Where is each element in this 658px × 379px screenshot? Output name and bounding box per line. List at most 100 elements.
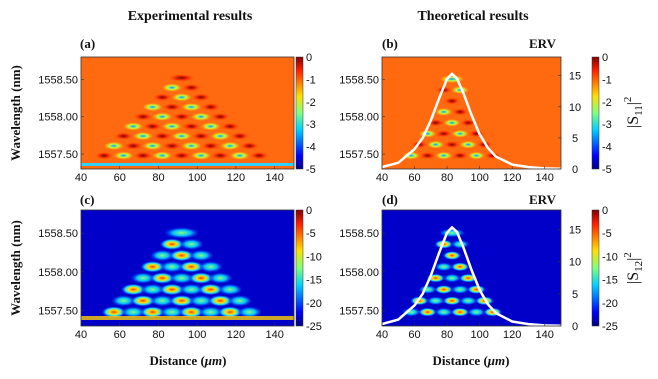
y-tick-label: 1558.00 (38, 267, 78, 279)
panel-label-c: (c) (80, 192, 94, 207)
heatmap-lobe (419, 151, 437, 160)
colorbar-tick-label: -5 (602, 164, 612, 176)
colorbar-tick-label: 0 (306, 52, 312, 64)
xlabel-left: Distance (μm) (150, 353, 227, 368)
s12-label: |S12|2 (622, 252, 645, 284)
heatmap-lobe (191, 112, 212, 121)
heatmap-lobe (123, 141, 144, 150)
heatmap-lobe (451, 108, 469, 116)
y-tick-label: 1557.50 (339, 306, 379, 318)
heatmap-lobe (450, 239, 470, 249)
heatmap-lobe (198, 260, 224, 273)
x-tick-label: 100 (188, 172, 206, 184)
colorbar-tick-label: -2 (306, 97, 316, 109)
panel-d (381, 209, 562, 327)
heatmap-lobe (200, 102, 221, 112)
heatmap-lobe (101, 306, 127, 318)
panel-label-a: (a) (80, 36, 95, 51)
heatmap-lobe (435, 108, 453, 116)
y-tick-label: 1558.00 (339, 267, 379, 279)
x-tick-label: 60 (114, 172, 126, 184)
x-tick-label: 120 (227, 172, 245, 184)
heatmap-lobe (181, 83, 202, 92)
heatmap-lobe (159, 283, 185, 296)
panel-label-d: (d) (382, 192, 398, 207)
heatmap-lobe (459, 140, 477, 149)
heatmap-lobe (210, 112, 231, 121)
heatmap-lobe (443, 97, 461, 105)
heatmap-lobe (427, 140, 445, 149)
heatmap-lobe (152, 112, 173, 121)
s12-sup: 2 (622, 252, 634, 258)
s12-sub: 12 (633, 261, 645, 272)
colorbar-tick-label: -3 (602, 119, 612, 131)
colorbar-tick-label: -4 (602, 142, 612, 154)
heatmap-lobe (191, 93, 212, 102)
heatmap-lobe (418, 285, 438, 294)
heatmap-lobe (178, 306, 204, 318)
heatmap-lobe (167, 73, 196, 82)
y-tick-label: 1558.00 (38, 112, 78, 124)
erv-tick-label: 10 (569, 257, 581, 269)
header-experimental: Experimental results (128, 9, 253, 24)
y-tick-label: 1558.50 (339, 74, 379, 86)
colorbar-tick-label: 0 (602, 52, 608, 64)
heatmap-a-features (81, 73, 294, 166)
heatmap-a-bottom-band (81, 163, 294, 166)
heatmap-lobe (188, 249, 214, 262)
x-tick-label: 120 (503, 329, 521, 341)
heatmap-lobe (451, 151, 469, 160)
x-tick-label: 60 (408, 329, 420, 341)
heatmap-lobe (466, 285, 486, 294)
heatmap-lobe (418, 307, 438, 317)
x-tick-label: 40 (75, 329, 87, 341)
heatmap-lobe (152, 93, 173, 102)
erv-curve-d (382, 225, 561, 326)
heatmap-lobe (169, 272, 195, 284)
heatmap-lobe (133, 112, 153, 121)
colorbar-tick-label: -2 (602, 97, 612, 109)
ylabel-bottom: Wavelength (nm) (8, 220, 23, 316)
heatmap-lobe (142, 102, 163, 112)
heatmap-lobe (159, 238, 185, 251)
plot-frame-b (381, 56, 562, 170)
heatmap-lobe (207, 272, 233, 284)
heatmap-lobe (439, 75, 465, 83)
heatmap-lobe (113, 132, 134, 141)
heatmap-lobe (459, 118, 477, 127)
colorbar-tick-label: -5 (306, 164, 316, 176)
heatmap-lobe (217, 306, 243, 318)
x-tick-label: 100 (470, 329, 488, 341)
heatmap-lobe (159, 306, 185, 318)
heatmap-lobe (171, 93, 192, 102)
colorbar-tick-label: -5 (306, 228, 316, 240)
colorbar-tick-label: -15 (602, 275, 618, 287)
heatmap-lobe (149, 249, 175, 262)
heatmap-lobe (133, 132, 153, 141)
heatmap-lobe (188, 272, 214, 284)
panel-a (80, 56, 295, 170)
heatmap-lobe (210, 151, 231, 160)
heatmap-lobe (188, 294, 214, 307)
y-tick-label: 1558.50 (38, 74, 78, 86)
x-tick-label: 80 (152, 172, 164, 184)
heatmap-lobe (402, 151, 420, 160)
heatmap-lobe (140, 283, 166, 296)
heatmap-lobe (120, 306, 146, 318)
erv-tick-label: 15 (569, 224, 581, 236)
svg-text:|S11|2: |S11|2 (622, 97, 645, 128)
colorbar-a (295, 56, 304, 170)
heatmap-lobe (210, 132, 231, 141)
colorbar-tick-label: -20 (306, 298, 322, 310)
x-tick-label: 140 (536, 329, 554, 341)
heatmap-lobe (467, 129, 485, 138)
colorbar-c (295, 209, 304, 327)
heatmap-lobe (162, 102, 182, 112)
s11-close: | (625, 102, 642, 105)
heatmap-lobe (152, 151, 173, 160)
heatmap-lobe (443, 118, 461, 127)
heatmap-lobe (181, 102, 202, 112)
x-tick-label: 40 (376, 329, 388, 341)
heatmap-lobe (178, 283, 204, 296)
heatmap-lobe (162, 122, 182, 131)
